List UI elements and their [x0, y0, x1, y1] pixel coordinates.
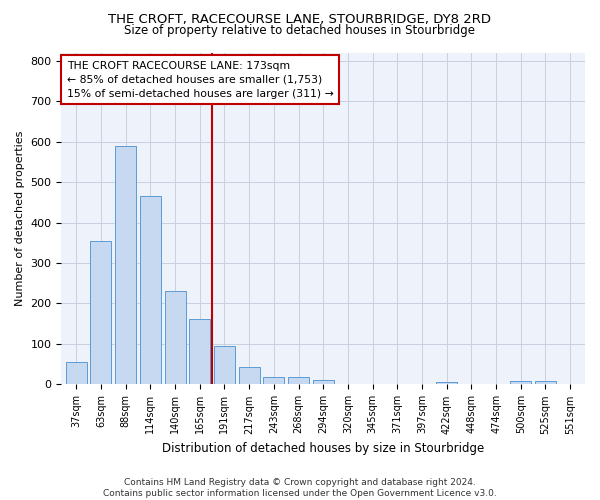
Bar — [66, 362, 87, 384]
Y-axis label: Number of detached properties: Number of detached properties — [15, 131, 25, 306]
Bar — [535, 381, 556, 384]
X-axis label: Distribution of detached houses by size in Stourbridge: Distribution of detached houses by size … — [162, 442, 484, 455]
Bar — [140, 196, 161, 384]
Text: Contains HM Land Registry data © Crown copyright and database right 2024.
Contai: Contains HM Land Registry data © Crown c… — [103, 478, 497, 498]
Bar — [115, 146, 136, 384]
Bar — [214, 346, 235, 385]
Bar — [263, 377, 284, 384]
Bar — [436, 382, 457, 384]
Bar — [288, 377, 309, 384]
Bar — [239, 367, 260, 384]
Bar — [164, 290, 185, 384]
Text: THE CROFT, RACECOURSE LANE, STOURBRIDGE, DY8 2RD: THE CROFT, RACECOURSE LANE, STOURBRIDGE,… — [109, 12, 491, 26]
Bar — [91, 240, 112, 384]
Bar — [510, 381, 531, 384]
Text: Size of property relative to detached houses in Stourbridge: Size of property relative to detached ho… — [125, 24, 476, 37]
Text: THE CROFT RACECOURSE LANE: 173sqm
← 85% of detached houses are smaller (1,753)
1: THE CROFT RACECOURSE LANE: 173sqm ← 85% … — [67, 61, 334, 99]
Bar — [189, 319, 210, 384]
Bar — [313, 380, 334, 384]
